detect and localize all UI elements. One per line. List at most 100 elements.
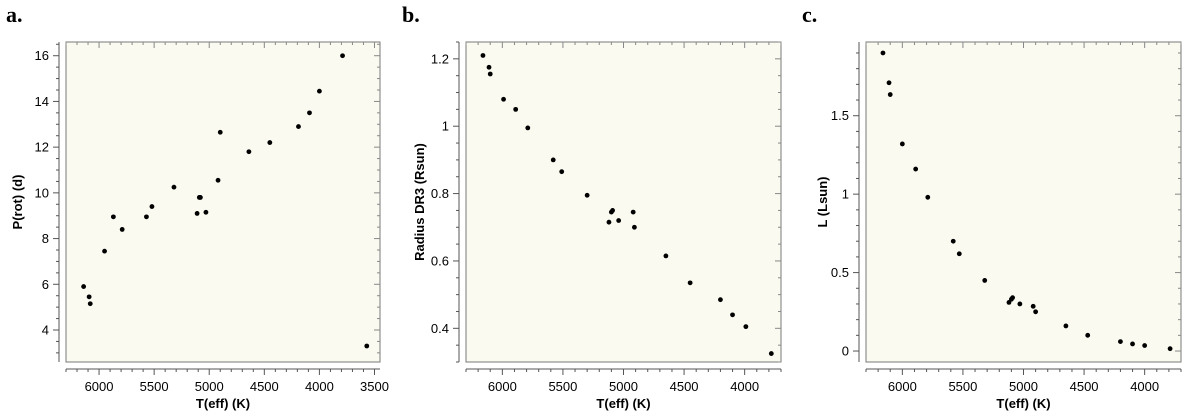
data-point-b <box>687 280 693 286</box>
data-point-c <box>956 251 962 257</box>
y-tick-label-b: 0.8 <box>431 186 449 201</box>
y-tick-label-c: 0.5 <box>831 265 849 280</box>
x-tick-label-a: 5500 <box>140 379 169 394</box>
y-axis-title-b: Radius DR3 (Rsun) <box>412 143 427 261</box>
data-point-c <box>1142 343 1148 348</box>
data-point-a <box>340 53 345 59</box>
x-tick-label-b: 5500 <box>548 379 577 394</box>
data-point-a <box>81 284 87 289</box>
data-point-b <box>630 209 636 215</box>
data-point-a <box>246 149 252 155</box>
data-point-a <box>86 294 92 300</box>
data-point-c <box>1017 301 1023 307</box>
data-point-b <box>606 219 612 225</box>
y-tick-label-b: 0.4 <box>431 321 449 336</box>
data-point-a <box>307 110 312 116</box>
data-point-c <box>899 141 905 147</box>
chart-panel-a: 6000 5500 5000 4500 4000 3500 4 6 8 10 12 14 16 T(eff… <box>6 2 389 411</box>
y-tick-label-a: 4 <box>42 323 49 338</box>
y-tick-label-b: 1 <box>442 119 449 134</box>
data-point-b <box>718 297 723 303</box>
data-point-a <box>364 343 370 349</box>
y-tick-label-a: 10 <box>35 185 49 200</box>
data-point-c <box>1033 309 1039 315</box>
y-tick-label-b: 1.2 <box>431 51 449 66</box>
x-tick-label-c: 5000 <box>1009 379 1038 394</box>
x-tick-label-b: 4500 <box>670 379 699 394</box>
y-tick-label-c: 0 <box>842 344 849 359</box>
data-point-c <box>1085 332 1091 338</box>
x-tick-label-a: 3500 <box>360 379 389 394</box>
y-tick-label-c: 1.5 <box>831 108 849 123</box>
y-tick-label-a: 6 <box>42 277 49 292</box>
data-point-c <box>886 80 892 86</box>
data-point-b <box>743 324 749 330</box>
data-point-c <box>913 166 919 172</box>
data-point-a <box>317 88 322 94</box>
data-point-a <box>119 227 125 232</box>
y-axis-title-c: L (Lsun) <box>815 176 830 227</box>
x-tick-label-b: 4000 <box>730 379 759 394</box>
data-point-c <box>887 92 893 97</box>
data-point-c <box>1063 323 1069 329</box>
panel-label-b: b. <box>402 2 420 27</box>
x-tick-label-c: 4000 <box>1130 379 1159 394</box>
data-point-a <box>194 211 200 216</box>
data-point-c <box>880 50 886 56</box>
x-axis-title-c: T(eff) (K) <box>996 396 1050 411</box>
data-point-a <box>296 124 301 129</box>
data-point-b <box>730 312 735 318</box>
data-point-a <box>149 204 155 209</box>
x-tick-label-a: 5000 <box>195 379 224 394</box>
data-point-b <box>513 106 519 112</box>
data-point-a <box>144 214 149 220</box>
y-tick-label-a: 16 <box>35 48 49 63</box>
y-tick-label-a: 8 <box>42 231 49 246</box>
y-axis-title-a: P(rot) (d) <box>10 175 25 230</box>
data-point-b <box>632 224 637 230</box>
x-tick-label-a: 4000 <box>305 379 334 394</box>
data-point-c <box>1030 303 1036 309</box>
chart-panel-c: 6000 5500 5000 4500 4000 0 0.5 1 1.5 T(eff) (K) L … <box>802 2 1182 411</box>
x-tick-label-c: 5500 <box>948 379 977 394</box>
data-point-b <box>480 53 486 58</box>
chart-panel-b: 6000 5500 5000 4500 4000 0.4 0.6 0.8 1 1.2 T(eff) … <box>402 2 782 411</box>
x-axis-title-b: T(eff) (K) <box>596 396 650 411</box>
data-point-a <box>203 209 209 215</box>
x-tick-label-a: 6000 <box>85 379 114 394</box>
data-point-b <box>559 169 565 175</box>
data-point-b <box>525 125 531 131</box>
x-tick-label-c: 6000 <box>888 379 917 394</box>
plot-area-a <box>65 41 381 363</box>
y-tick-label-a: 12 <box>35 140 49 155</box>
data-point-c <box>1118 339 1123 345</box>
data-point-a <box>87 301 93 307</box>
data-point-b <box>616 218 622 223</box>
x-axis-title-a: T(eff) (K) <box>196 396 250 411</box>
data-point-a <box>215 177 221 183</box>
plot-area-c <box>865 41 1182 363</box>
data-point-c <box>1010 295 1015 301</box>
x-tick-label-b: 6000 <box>488 379 517 394</box>
data-point-a <box>217 129 223 135</box>
data-point-b <box>550 157 556 163</box>
data-point-b <box>501 96 506 102</box>
x-tick-label-c: 4500 <box>1070 379 1099 394</box>
x-tick-label-a: 4500 <box>250 379 279 394</box>
panel-label-c: c. <box>802 2 817 27</box>
y-tick-label-a: 14 <box>35 94 49 109</box>
data-point-b <box>610 208 615 213</box>
data-point-b <box>584 192 590 198</box>
data-point-c <box>925 194 931 200</box>
y-tick-label-b: 0.6 <box>431 253 449 268</box>
data-point-c <box>1130 341 1135 347</box>
data-point-c <box>950 238 956 244</box>
panel-label-a: a. <box>6 2 23 27</box>
y-tick-label-c: 1 <box>842 187 849 202</box>
data-point-a <box>267 140 273 145</box>
data-point-c <box>1167 346 1173 352</box>
data-point-b <box>768 351 774 356</box>
data-point-b <box>663 253 669 259</box>
data-point-b <box>487 71 493 77</box>
